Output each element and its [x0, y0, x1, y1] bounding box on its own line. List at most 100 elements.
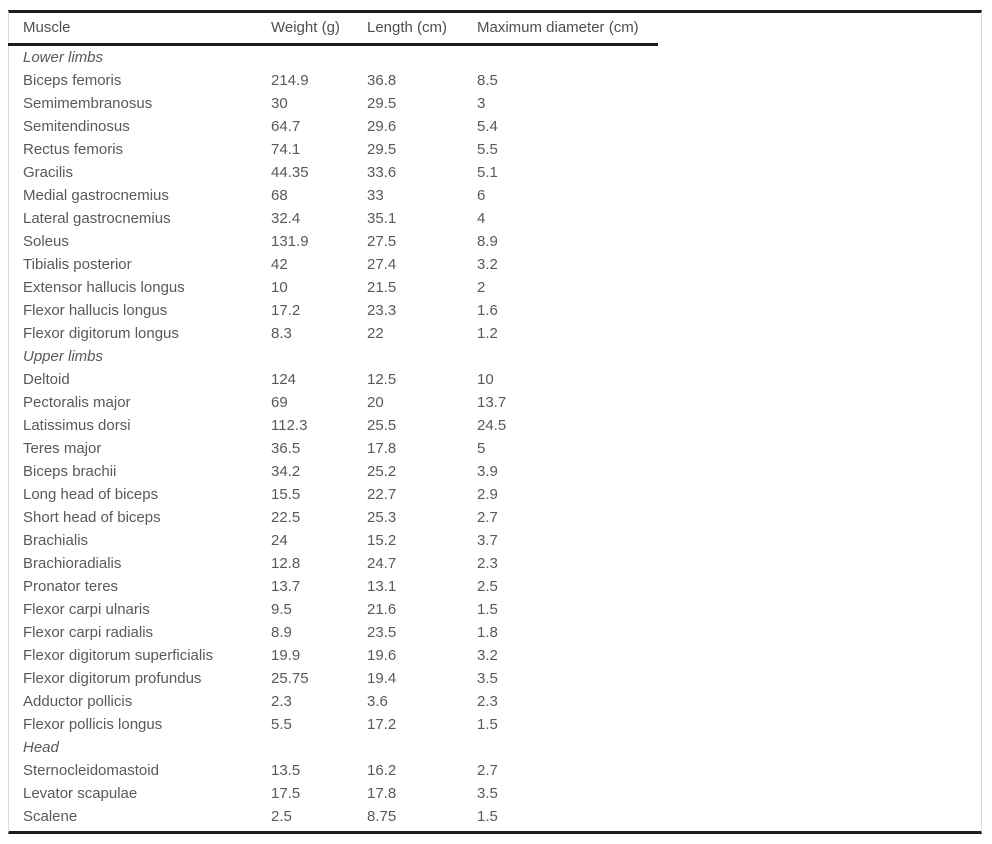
table-row: Flexor digitorum profundus 25.75 19.4 3.5 — [9, 667, 981, 690]
muscle-cell: Biceps brachii — [23, 463, 117, 480]
length-cell: 21.5 — [367, 279, 397, 296]
weight-cell: 44.35 — [271, 164, 309, 181]
diameter-cell: 4 — [477, 210, 486, 227]
table-row: Latissimus dorsi 112.3 25.5 24.5 — [9, 414, 981, 437]
length-cell: 15.2 — [367, 532, 397, 549]
weight-cell: 2.3 — [271, 693, 292, 710]
length-cell: 25.3 — [367, 509, 397, 526]
diameter-cell: 3.5 — [477, 785, 498, 802]
length-cell: 35.1 — [367, 210, 397, 227]
diameter-cell: 2.3 — [477, 555, 498, 572]
weight-cell: 15.5 — [271, 486, 301, 503]
length-cell: 36.8 — [367, 72, 397, 89]
weight-cell: 5.5 — [271, 716, 292, 733]
column-header-muscle: Muscle — [23, 19, 71, 36]
muscle-cell: Semimembranosus — [23, 95, 153, 112]
section-label: Head — [23, 739, 59, 756]
column-header-max-diameter: Maximum diameter (cm) — [477, 19, 639, 36]
muscle-cell: Teres major — [23, 440, 102, 457]
weight-cell: 9.5 — [271, 601, 292, 618]
table-header-row: Muscle Weight (g) Length (cm) Maximum di… — [9, 13, 981, 43]
table-row: Medial gastrocnemius 68 33 6 — [9, 184, 981, 207]
section-label: Upper limbs — [23, 348, 104, 365]
table-row: Biceps femoris 214.9 36.8 8.5 — [9, 69, 981, 92]
muscle-cell: Flexor digitorum profundus — [23, 670, 202, 687]
length-cell: 22 — [367, 325, 384, 342]
weight-cell: 69 — [271, 394, 288, 411]
table-row: Biceps brachii 34.2 25.2 3.9 — [9, 460, 981, 483]
weight-cell: 214.9 — [271, 72, 309, 89]
length-cell: 19.6 — [367, 647, 397, 664]
table-row: Short head of biceps 22.5 25.3 2.7 — [9, 506, 981, 529]
length-cell: 23.3 — [367, 302, 397, 319]
weight-cell: 25.75 — [271, 670, 309, 687]
muscle-cell: Deltoid — [23, 371, 70, 388]
table-row: Pronator teres 13.7 13.1 2.5 — [9, 575, 981, 598]
muscle-cell: Lateral gastrocnemius — [23, 210, 171, 227]
length-cell: 29.5 — [367, 141, 397, 158]
table-row: Brachialis 24 15.2 3.7 — [9, 529, 981, 552]
table-row: Extensor hallucis longus 10 21.5 2 — [9, 276, 981, 299]
diameter-cell: 3.7 — [477, 532, 498, 549]
table-row: Levator scapulae 17.5 17.8 3.5 — [9, 782, 981, 805]
muscle-cell: Flexor digitorum superficialis — [23, 647, 214, 664]
diameter-cell: 2.5 — [477, 578, 498, 595]
weight-cell: 19.9 — [271, 647, 301, 664]
diameter-cell: 6 — [477, 187, 486, 204]
weight-cell: 8.9 — [271, 624, 292, 641]
weight-cell: 2.5 — [271, 808, 292, 825]
muscle-cell: Biceps femoris — [23, 72, 122, 89]
table-row: Flexor hallucis longus 17.2 23.3 1.6 — [9, 299, 981, 322]
muscle-cell: Flexor pollicis longus — [23, 716, 163, 733]
muscle-cell: Tibialis posterior — [23, 256, 132, 273]
muscle-cell: Latissimus dorsi — [23, 417, 131, 434]
length-cell: 24.7 — [367, 555, 397, 572]
length-cell: 13.1 — [367, 578, 397, 595]
weight-cell: 34.2 — [271, 463, 301, 480]
diameter-cell: 1.5 — [477, 601, 498, 618]
weight-cell: 24 — [271, 532, 288, 549]
section-label: Lower limbs — [23, 49, 104, 66]
length-cell: 16.2 — [367, 762, 397, 779]
diameter-cell: 8.9 — [477, 233, 498, 250]
diameter-cell: 8.5 — [477, 72, 498, 89]
muscle-cell: Semitendinosus — [23, 118, 130, 135]
muscle-cell: Flexor digitorum longus — [23, 325, 179, 342]
table-row: Flexor digitorum superficialis 19.9 19.6 3.… — [9, 644, 981, 667]
diameter-cell: 2 — [477, 279, 486, 296]
diameter-cell: 5.5 — [477, 141, 498, 158]
weight-cell: 42 — [271, 256, 288, 273]
length-cell: 27.4 — [367, 256, 397, 273]
muscle-cell: Extensor hallucis longus — [23, 279, 185, 296]
weight-cell: 13.5 — [271, 762, 301, 779]
weight-cell: 13.7 — [271, 578, 301, 595]
muscle-cell: Brachioradialis — [23, 555, 122, 572]
weight-cell: 10 — [271, 279, 288, 296]
weight-cell: 124 — [271, 371, 297, 388]
length-cell: 29.5 — [367, 95, 397, 112]
diameter-cell: 3.9 — [477, 463, 498, 480]
diameter-cell: 3.2 — [477, 256, 498, 273]
muscle-cell: Medial gastrocnemius — [23, 187, 169, 204]
muscle-cell: Brachialis — [23, 532, 89, 549]
length-cell: 23.5 — [367, 624, 397, 641]
muscle-cell: Flexor carpi ulnaris — [23, 601, 150, 618]
table-row: Soleus 131.9 27.5 8.9 — [9, 230, 981, 253]
weight-cell: 131.9 — [271, 233, 309, 250]
muscle-cell: Sternocleidomastoid — [23, 762, 159, 779]
table-row: Deltoid 124 12.5 10 — [9, 368, 981, 391]
muscle-cell: Rectus femoris — [23, 141, 124, 158]
weight-cell: 32.4 — [271, 210, 301, 227]
diameter-cell: 5.1 — [477, 164, 498, 181]
length-cell: 22.7 — [367, 486, 397, 503]
diameter-cell: 2.9 — [477, 486, 498, 503]
length-cell: 21.6 — [367, 601, 397, 618]
table-row: Teres major 36.5 17.8 5 — [9, 437, 981, 460]
length-cell: 17.2 — [367, 716, 397, 733]
diameter-cell: 1.5 — [477, 808, 498, 825]
diameter-cell: 24.5 — [477, 417, 507, 434]
muscle-data-table: Muscle Weight (g) Length (cm) Maximum di… — [8, 10, 982, 834]
length-cell: 29.6 — [367, 118, 397, 135]
diameter-cell: 5.4 — [477, 118, 498, 135]
length-cell: 17.8 — [367, 785, 397, 802]
